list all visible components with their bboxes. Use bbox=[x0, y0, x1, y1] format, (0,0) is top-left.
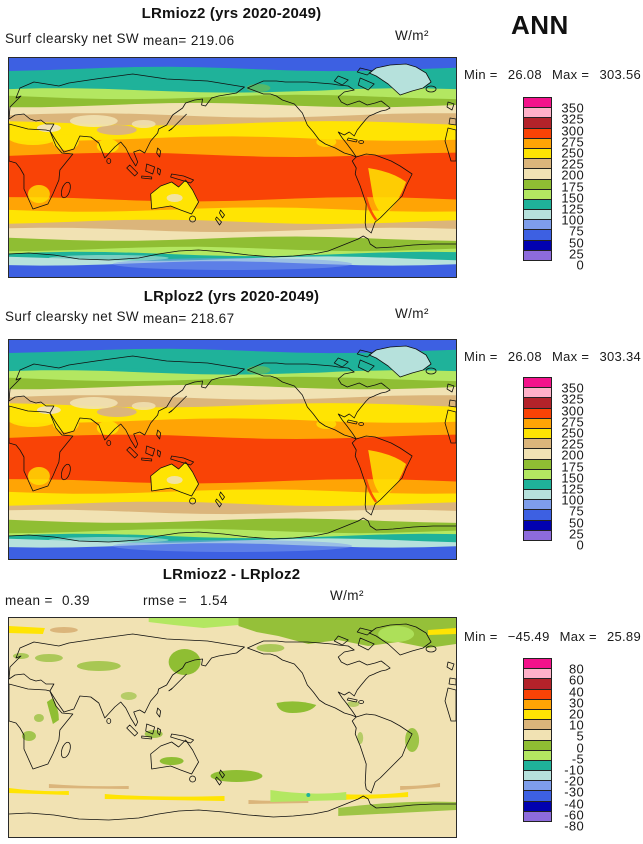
panel3-mean-label: mean = bbox=[5, 593, 53, 608]
contour-band-layer bbox=[9, 618, 456, 837]
panel3-min-value: −45.49 bbox=[507, 629, 550, 644]
panel3-minmax: Min = −45.49 Max = 25.89 bbox=[464, 629, 641, 644]
panel2-title: LRploz2 (yrs 2020-2049) bbox=[143, 288, 320, 305]
season-label: ANN bbox=[511, 10, 569, 40]
contour-band-layer bbox=[9, 340, 456, 559]
panel2-mean-label: mean= bbox=[143, 311, 187, 326]
panel1-field-label: Surf clearsky net SW bbox=[5, 31, 140, 46]
panel1-title: LRmioz2 (yrs 2020-2049) bbox=[141, 5, 322, 22]
panel1-minmax: Min = 26.08 Max = 303.56 bbox=[464, 67, 641, 82]
panel2-max-value: 303.34 bbox=[599, 349, 641, 364]
colorbar-1-cells bbox=[523, 97, 552, 261]
colorbar-1: 350 325 300 275 250 225 200 175 150 125 100 75 50 25 0 bbox=[523, 97, 585, 277]
panel3-title: LRmioz2 - LRploz2 bbox=[162, 566, 301, 583]
panel1-min-value: 26.08 bbox=[507, 67, 542, 82]
panel3-rmse-value: 1.54 bbox=[200, 593, 228, 608]
colorbar-2-labels: 350 325 300 275 250 225 200 175 150 125 100 75 50 25 0 bbox=[561, 380, 584, 553]
panel2-min-label: Min = bbox=[464, 349, 498, 364]
colorbar-3: 80 60 40 30 20 10 5 0 -5 -10 -20 -30 -40 -60 -80 bbox=[523, 658, 585, 838]
panel1-min-label: Min = bbox=[464, 67, 498, 82]
contour-band-layer bbox=[9, 58, 456, 277]
panel3-mean-value: 0.39 bbox=[62, 593, 90, 608]
panel3-max-value: 25.89 bbox=[606, 629, 641, 644]
panel2-mean: mean= 218.67 bbox=[143, 311, 235, 326]
panel3-units: W/m² bbox=[330, 588, 364, 603]
panel2-max-label: Max = bbox=[552, 349, 590, 364]
panel3-max-label: Max = bbox=[559, 629, 597, 644]
colorbar-2: 350 325 300 275 250 225 200 175 150 125 100 75 50 25 0 bbox=[523, 377, 585, 557]
colorbar-3-cells bbox=[523, 658, 552, 822]
panel2-field-label: Surf clearsky net SW bbox=[5, 309, 140, 324]
panel3-min-label: Min = bbox=[464, 629, 498, 644]
panel1-units: W/m² bbox=[395, 28, 429, 43]
map-difference bbox=[8, 617, 457, 838]
colorbar-2-cells bbox=[523, 377, 552, 541]
panel1-max-value: 303.56 bbox=[599, 67, 641, 82]
panel1-max-label: Max = bbox=[552, 67, 590, 82]
panel1-mean-label: mean= bbox=[143, 33, 187, 48]
panel1-mean: mean= 219.06 bbox=[143, 33, 235, 48]
panel2-minmax: Min = 26.08 Max = 303.34 bbox=[464, 349, 641, 364]
panel2-min-value: 26.08 bbox=[507, 349, 542, 364]
panel1-mean-value: 219.06 bbox=[190, 33, 235, 48]
panel2-units: W/m² bbox=[395, 306, 429, 321]
map-lrmioz2 bbox=[8, 57, 457, 278]
colorbar-3-labels: 80 60 40 30 20 10 5 0 -5 -10 -20 -30 -40 -60 -80 bbox=[564, 661, 584, 834]
panel2-mean-value: 218.67 bbox=[190, 311, 235, 326]
map-lrploz2 bbox=[8, 339, 457, 560]
panel3-rmse-label: rmse = bbox=[143, 593, 188, 608]
colorbar-1-labels: 350 325 300 275 250 225 200 175 150 125 100 75 50 25 0 bbox=[561, 100, 584, 273]
